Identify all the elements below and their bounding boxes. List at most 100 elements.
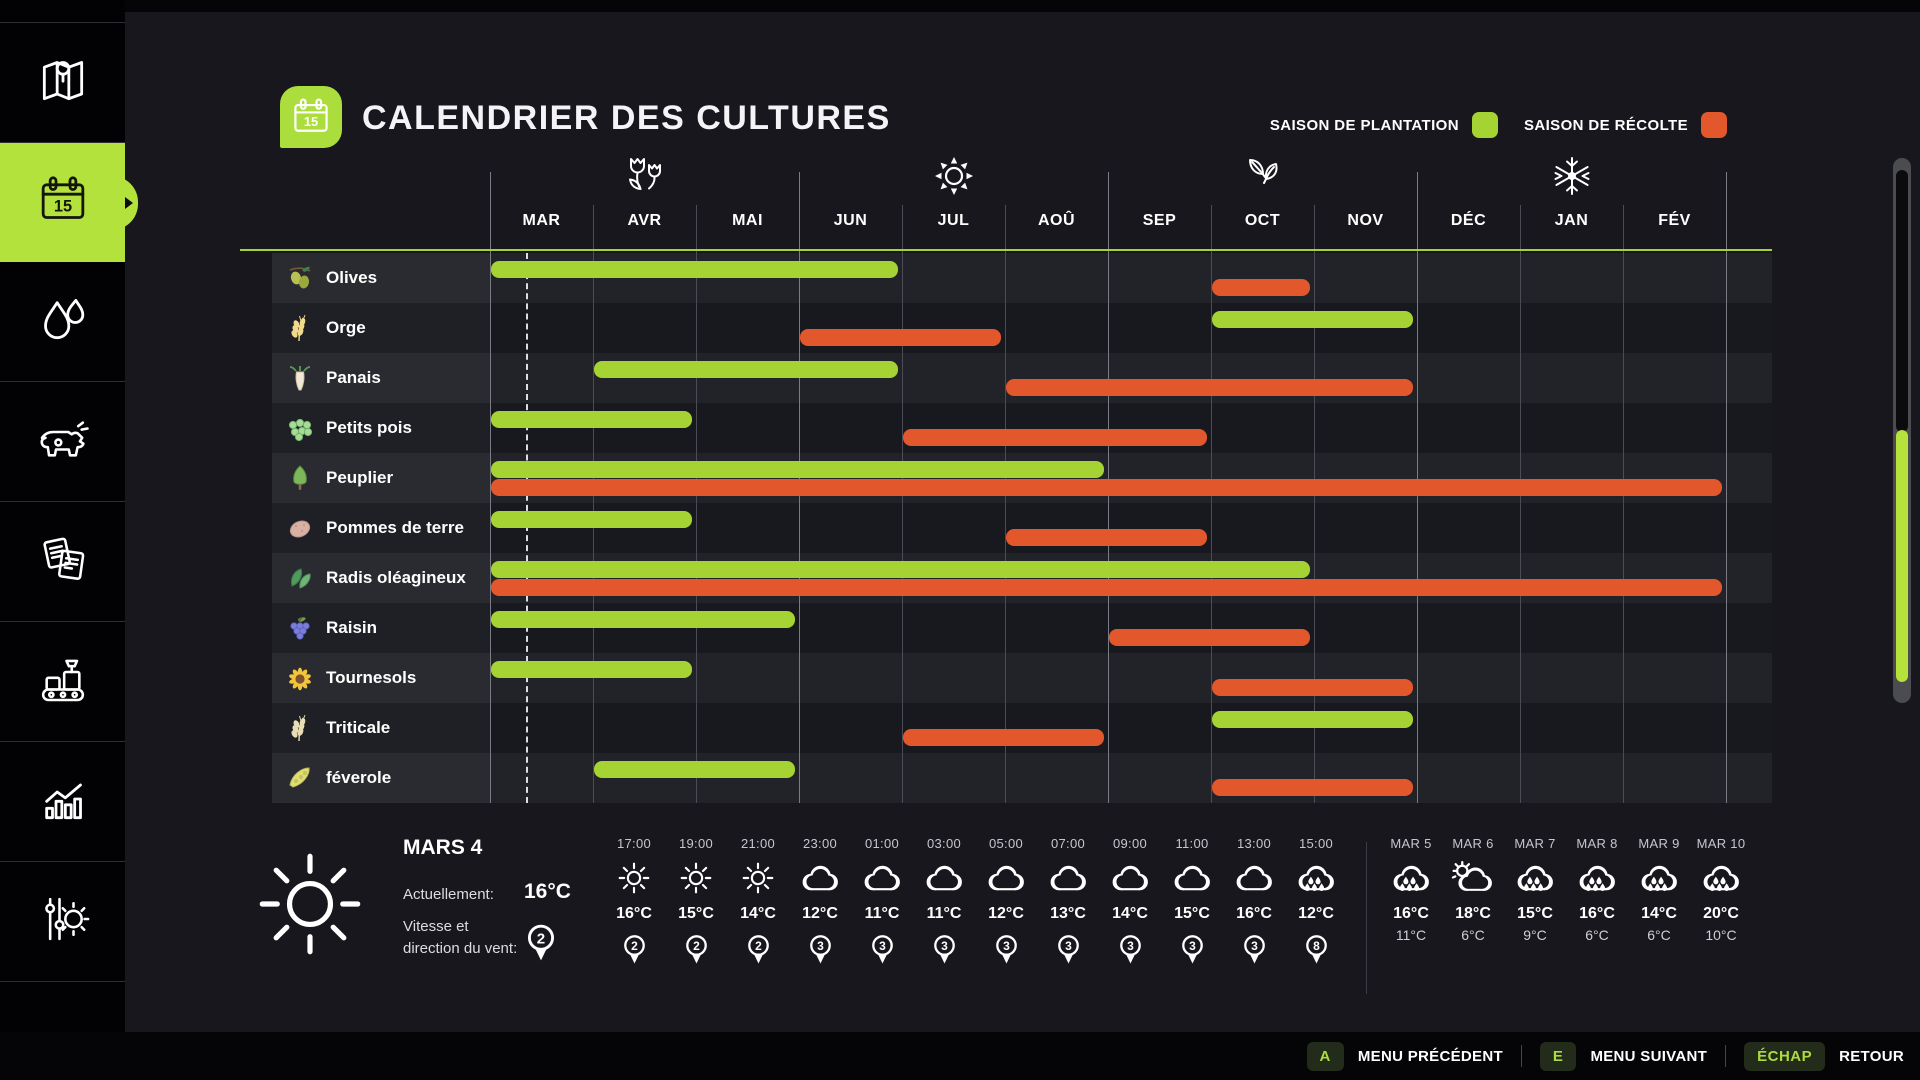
forecast-time: 03:00 [926, 836, 962, 851]
svg-text:3: 3 [1127, 939, 1134, 953]
sidebar-item-settings[interactable] [0, 862, 125, 982]
key-hint-1[interactable]: E [1539, 1041, 1577, 1071]
sidebar-item-calendar[interactable]: 15 [0, 143, 133, 262]
svg-text:8: 8 [1313, 939, 1320, 953]
hourly-forecast-column: 05:00 12°C 3 [978, 836, 1034, 966]
wind-label-line1: Vitesse et [403, 918, 469, 935]
forecast-high-temp: 16°C [1579, 905, 1615, 922]
autumn-leaves-icon [1241, 154, 1285, 198]
daily-forecast-column: MAR 9 14°C 6°C [1631, 836, 1687, 943]
legend-recolte-swatch [1701, 112, 1727, 138]
cloud-icon [859, 860, 905, 896]
month-gridline [1726, 172, 1727, 803]
cow-icon [35, 411, 91, 472]
harvest-bar [800, 329, 1001, 346]
crop-name: Raisin [326, 618, 378, 637]
cloud-icon [1107, 860, 1153, 896]
sun-icon [735, 860, 781, 896]
olives-icon [286, 264, 314, 292]
sidebar-item-production[interactable] [0, 622, 125, 742]
plant-bar [491, 411, 692, 428]
svg-text:2: 2 [693, 939, 700, 953]
current-weather-sun-icon [250, 844, 370, 964]
svg-text:2: 2 [755, 939, 762, 953]
plant-bar [491, 561, 1310, 578]
forecast-day: MAR 10 [1696, 836, 1746, 851]
hourly-forecast-column: 15:00 12°C 8 [1288, 836, 1344, 966]
forecast-temp: 14°C [740, 905, 776, 922]
menu-item-label[interactable]: RETOUR [1839, 1047, 1904, 1065]
wind-pin-icon: 2 [683, 933, 710, 966]
hourly-forecast-column: 01:00 11°C 3 [854, 836, 910, 966]
potato-icon [286, 514, 314, 542]
wind-pin-icon: 2 [745, 933, 772, 966]
forecast-time: 09:00 [1112, 836, 1148, 851]
harvest-bar [1212, 779, 1413, 796]
plant-bar [491, 461, 1104, 478]
calendar-icon: 15 [35, 172, 91, 233]
plant-bar [491, 511, 692, 528]
forecast-time: 23:00 [802, 836, 838, 851]
forecast-temp: 15°C [678, 905, 714, 922]
hourly-forecast-column: 09:00 14°C 3 [1102, 836, 1158, 966]
legend-recolte-label: SAISON DE RÉCOLTE [1523, 116, 1688, 134]
forecast-time: 11:00 [1175, 836, 1209, 851]
forecast-time: 19:00 [678, 836, 714, 851]
month-label: JAN [1554, 212, 1589, 229]
forecast-temp: 12°C [1298, 905, 1334, 922]
plant-bar [1212, 711, 1413, 728]
svg-text:15: 15 [304, 114, 318, 129]
sidebar-item-map[interactable] [0, 22, 125, 143]
sun-icon [673, 860, 719, 896]
forecast-high-temp: 16°C [1393, 905, 1429, 922]
cloud-icon [1169, 860, 1215, 896]
harvest-bar [903, 729, 1104, 746]
statistics-icon [35, 771, 91, 832]
month-gridline [1005, 205, 1006, 803]
crop-row: féverole [272, 753, 1772, 803]
crop-name: Pommes de terre [326, 518, 464, 537]
month-label: MAI [732, 212, 763, 229]
poplar-icon [286, 464, 314, 492]
wind-pin-icon: 3 [931, 933, 958, 966]
crop-row: Orge [272, 303, 1772, 353]
hourly-forecast-column: 07:00 13°C 3 [1040, 836, 1096, 966]
sidebar-item-statistics[interactable] [0, 742, 125, 862]
scrollbar-thumb[interactable] [1896, 430, 1908, 682]
menu-separator [1520, 1045, 1522, 1067]
sidebar-item-documents[interactable] [0, 502, 125, 622]
cloud-icon [983, 860, 1029, 896]
chart-top-line [240, 249, 1772, 251]
hourly-forecast-column: 03:00 11°C 3 [916, 836, 972, 966]
wind-pin-icon: 3 [1055, 933, 1082, 966]
scrollbar-thumb-top[interactable] [1896, 170, 1908, 432]
grapes-icon [286, 614, 314, 642]
key-hint-2[interactable]: ÉCHAP [1744, 1041, 1826, 1071]
menu-item-label[interactable]: MENU PRÉCÉDENT [1357, 1047, 1503, 1065]
sunflower-icon [286, 664, 314, 692]
key-hint-0[interactable]: A [1306, 1041, 1344, 1071]
daily-forecast-column: MAR 8 16°C 6°C [1569, 836, 1625, 943]
crop-name: Peuplier [326, 468, 394, 487]
peas-icon [286, 414, 314, 442]
forecast-low-temp: 6°C [1647, 927, 1671, 943]
forecast-temp: 12°C [802, 905, 838, 922]
forecast-day: MAR 8 [1576, 836, 1618, 851]
svg-text:3: 3 [817, 939, 824, 953]
svg-text:2: 2 [631, 939, 638, 953]
sidebar-item-cow[interactable] [0, 382, 125, 502]
forecast-day: MAR 6 [1452, 836, 1494, 851]
sidebar-item-water-drops[interactable] [0, 262, 125, 382]
rain-icon [1698, 860, 1744, 896]
menu-item-label[interactable]: MENU SUIVANT [1590, 1047, 1708, 1065]
month-label: AOÛ [1037, 212, 1076, 229]
crop-name: Petits pois [326, 418, 412, 437]
rain-icon [1636, 860, 1682, 896]
forecast-temp: 11°C [926, 905, 962, 922]
partly-sunny-icon [1450, 860, 1496, 896]
current-temp-value: 16°C [524, 880, 571, 903]
legend-plantation-swatch [1471, 112, 1498, 138]
plant-bar [1212, 311, 1413, 328]
hourly-forecast-column: 23:00 12°C 3 [792, 836, 848, 966]
winter-snowflake-icon [1550, 154, 1594, 198]
